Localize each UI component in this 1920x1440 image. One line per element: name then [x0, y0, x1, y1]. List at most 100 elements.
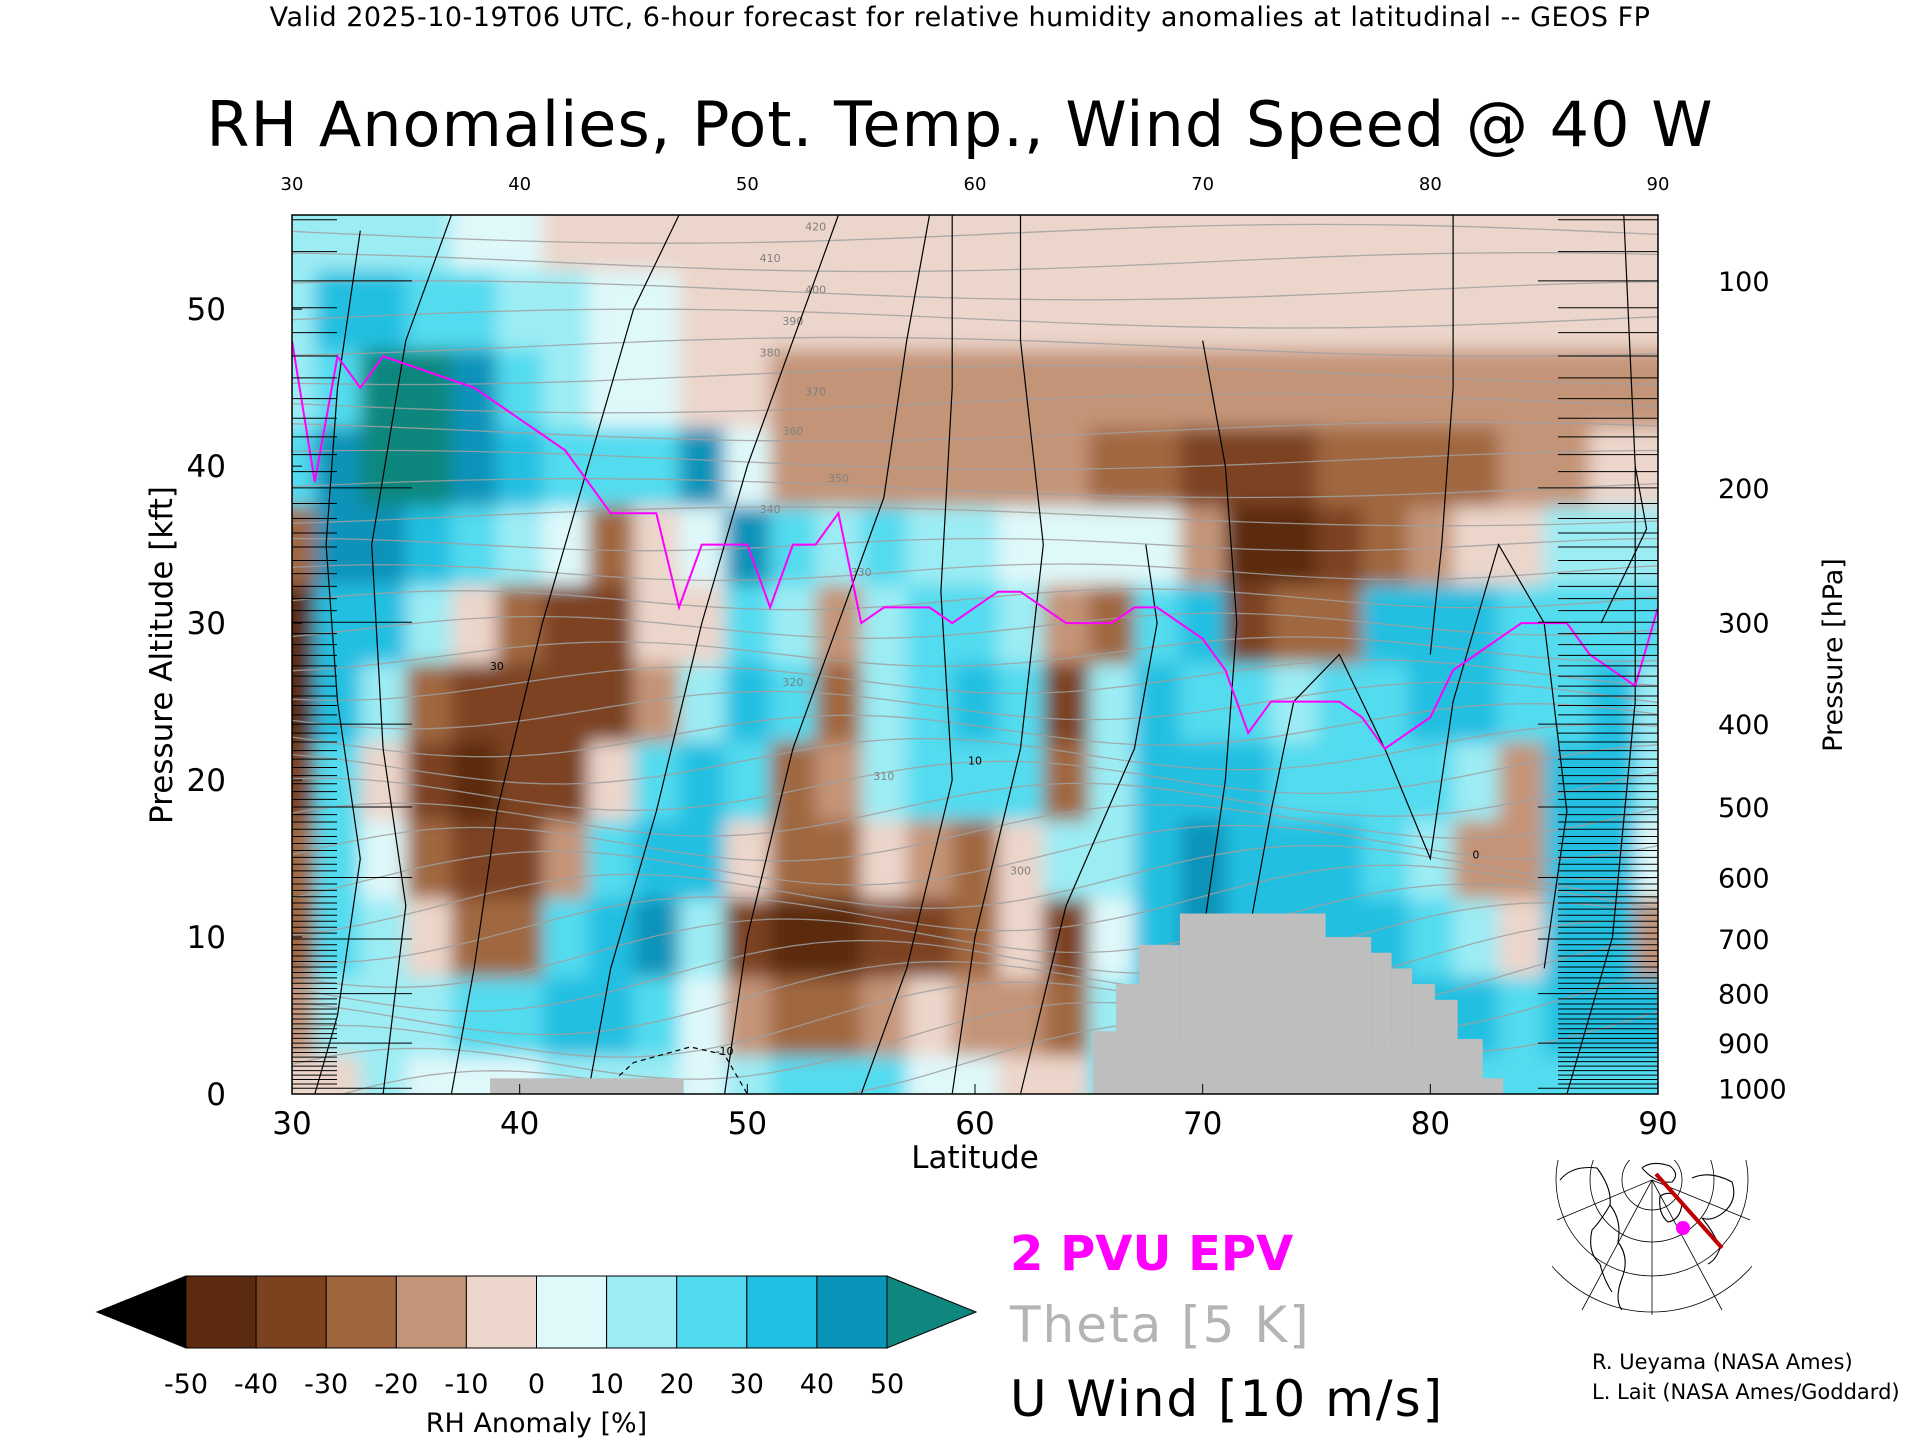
rh-cell — [724, 348, 772, 428]
rh-cell — [952, 819, 999, 899]
rh-cell — [542, 976, 589, 1056]
rh-anomaly-field — [292, 215, 1658, 1094]
rh-cell — [1134, 215, 1181, 271]
rh-cell — [587, 426, 635, 507]
rh-cell — [861, 1054, 908, 1094]
colorbar-tick-label: -50 — [164, 1369, 208, 1400]
rh-cell — [1270, 348, 1318, 428]
terrain-block — [1371, 952, 1392, 1094]
rh-cell — [451, 976, 498, 1056]
theta-contour-line — [292, 506, 1658, 527]
rh-cell — [1043, 740, 1090, 821]
pressure-tick-label: 500 — [1718, 793, 1770, 824]
rh-cell — [1179, 215, 1227, 271]
rh-cell — [1225, 740, 1272, 821]
rh-cell — [1498, 215, 1546, 271]
rh-cell — [496, 426, 544, 507]
rh-cell — [952, 269, 999, 350]
rh-cell — [997, 505, 1045, 585]
rh-cell — [679, 897, 726, 978]
theta-contour-label: 420 — [805, 221, 826, 234]
rh-cell — [292, 426, 316, 507]
rh-cell — [451, 426, 498, 507]
rh-cell — [815, 662, 863, 742]
theta-contour-label: 320 — [782, 676, 803, 689]
rh-cell — [1225, 583, 1272, 664]
rh-cell — [633, 976, 681, 1056]
rh-cell — [587, 662, 635, 742]
credit-line-2: L. Lait (NASA Ames/Goddard) — [1592, 1380, 1900, 1404]
rh-cell — [1316, 426, 1364, 507]
rh-cell — [1635, 740, 1658, 821]
rh-cell — [770, 426, 817, 507]
rh-cell — [1635, 897, 1658, 978]
x-top-tick-label: 80 — [1419, 174, 1442, 195]
rh-cell — [679, 583, 726, 664]
rh-cell — [770, 740, 817, 821]
rh-cell — [451, 819, 498, 899]
rh-cell — [906, 215, 954, 271]
theta-contour-line — [292, 920, 1658, 1036]
rh-cell — [360, 897, 407, 978]
y-tick-label: 10 — [187, 920, 226, 956]
rh-cell — [1635, 269, 1658, 350]
rh-cell — [1407, 215, 1455, 271]
u-wind-contour-label: -10 — [716, 1045, 734, 1058]
rh-cell — [633, 215, 681, 271]
rh-cell — [1088, 269, 1136, 350]
rh-cell — [906, 505, 954, 585]
theta-contour-line — [292, 365, 1658, 386]
rh-cell — [1498, 976, 1546, 1056]
theta-contour-line — [292, 703, 1658, 758]
rh-cell — [1362, 269, 1409, 350]
rh-cell — [542, 505, 589, 585]
rh-cell — [679, 976, 726, 1056]
theta-contour-line — [292, 223, 1658, 244]
rh-cell — [1270, 505, 1318, 585]
terrain-block — [1179, 913, 1326, 1094]
rh-cell — [1043, 662, 1090, 742]
rh-cell — [292, 740, 316, 821]
rh-cell — [1134, 269, 1181, 350]
rh-cell — [405, 662, 453, 742]
rh-cell — [633, 426, 681, 507]
rh-cell — [405, 426, 453, 507]
theta-contour-line — [292, 393, 1658, 414]
rh-cell — [405, 215, 453, 271]
colorbar-tick-label: 0 — [528, 1369, 545, 1400]
theta-contour-line — [292, 824, 1658, 899]
rh-cell — [1453, 583, 1500, 664]
rh-cell — [815, 897, 863, 978]
terrain-block — [1093, 1031, 1117, 1094]
theta-contour-line — [292, 804, 1658, 862]
rh-cell — [405, 348, 453, 428]
theta-contour-line — [292, 940, 1658, 1058]
terrain-block — [1482, 1078, 1504, 1094]
theta-contour-line — [292, 883, 1658, 988]
theta-contour-line — [292, 449, 1658, 470]
rh-cell — [952, 215, 999, 271]
x-tick-label: 50 — [728, 1106, 767, 1142]
rh-cell — [314, 976, 362, 1056]
rh-cell — [314, 215, 362, 271]
rh-cell — [770, 1054, 817, 1094]
rh-cell — [1362, 215, 1409, 271]
theta-contour-line — [292, 681, 1658, 730]
rh-cell — [1498, 740, 1546, 821]
rh-cell — [1453, 740, 1500, 821]
rh-cell — [1407, 269, 1455, 350]
rh-cell — [724, 897, 772, 978]
theta-contour-label: 350 — [828, 472, 849, 485]
rh-cell — [1316, 215, 1364, 271]
rh-cell — [770, 269, 817, 350]
rh-cell — [1589, 505, 1637, 585]
rh-cell — [633, 897, 681, 978]
terrain-block — [1325, 937, 1372, 1094]
rh-cell — [815, 348, 863, 428]
rh-cell — [1134, 662, 1181, 742]
colorbar-tick-label: 40 — [800, 1369, 834, 1400]
x-top-tick-label: 60 — [964, 174, 987, 195]
rh-cell — [815, 215, 863, 271]
rh-cell — [633, 583, 681, 664]
colorbar-swatch — [255, 1275, 327, 1349]
